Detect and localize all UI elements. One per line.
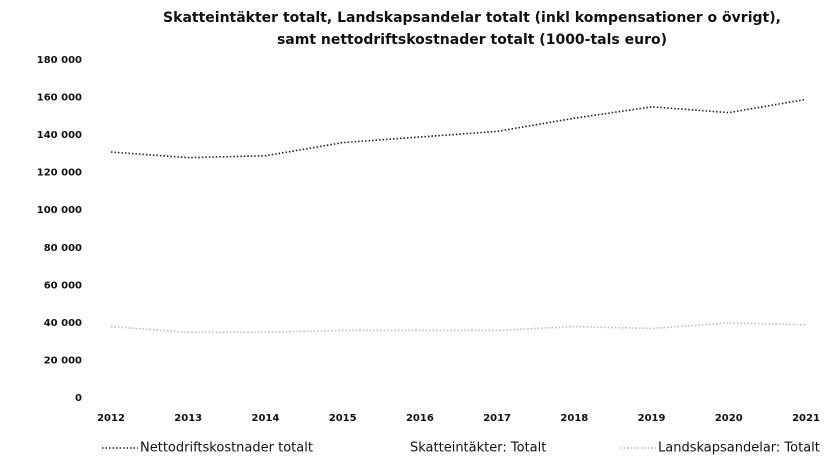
y-tick-label: 80 000 — [44, 243, 82, 254]
x-tick-label: 2018 — [560, 413, 588, 424]
y-tick-label: 120 000 — [37, 168, 82, 179]
series-line — [110, 98, 807, 159]
x-tick-label: 2019 — [638, 413, 666, 424]
x-tick-label: 2017 — [483, 413, 511, 424]
y-tick-label: 60 000 — [44, 280, 82, 291]
series-line — [110, 322, 807, 334]
chart-title: Skatteintäkter totalt, Landskapsandelar … — [163, 10, 781, 26]
x-tick-label: 2016 — [406, 413, 434, 424]
y-tick-label: 140 000 — [37, 130, 82, 141]
x-tick-label: 2014 — [252, 413, 280, 424]
legend-label: Skatteintäkter: Totalt — [410, 441, 546, 456]
x-tick-label: 2021 — [792, 413, 820, 424]
x-tick-label: 2013 — [174, 413, 202, 424]
chart-subtitle: samt nettodriftskostnader totalt (1000-t… — [277, 32, 667, 48]
legend-label: Nettodriftskostnader totalt — [140, 441, 313, 456]
y-tick-label: 40 000 — [44, 318, 82, 329]
y-tick-label: 20 000 — [44, 355, 82, 366]
y-tick-label: 100 000 — [37, 205, 82, 216]
legend-label: Landskapsandelar: Totalt — [658, 441, 820, 456]
x-tick-label: 2015 — [329, 413, 357, 424]
y-tick-label: 160 000 — [37, 93, 82, 104]
x-tick-label: 2012 — [97, 413, 125, 424]
x-tick-label: 2020 — [715, 413, 743, 424]
y-tick-label: 0 — [75, 393, 82, 404]
y-tick-label: 180 000 — [37, 55, 82, 66]
